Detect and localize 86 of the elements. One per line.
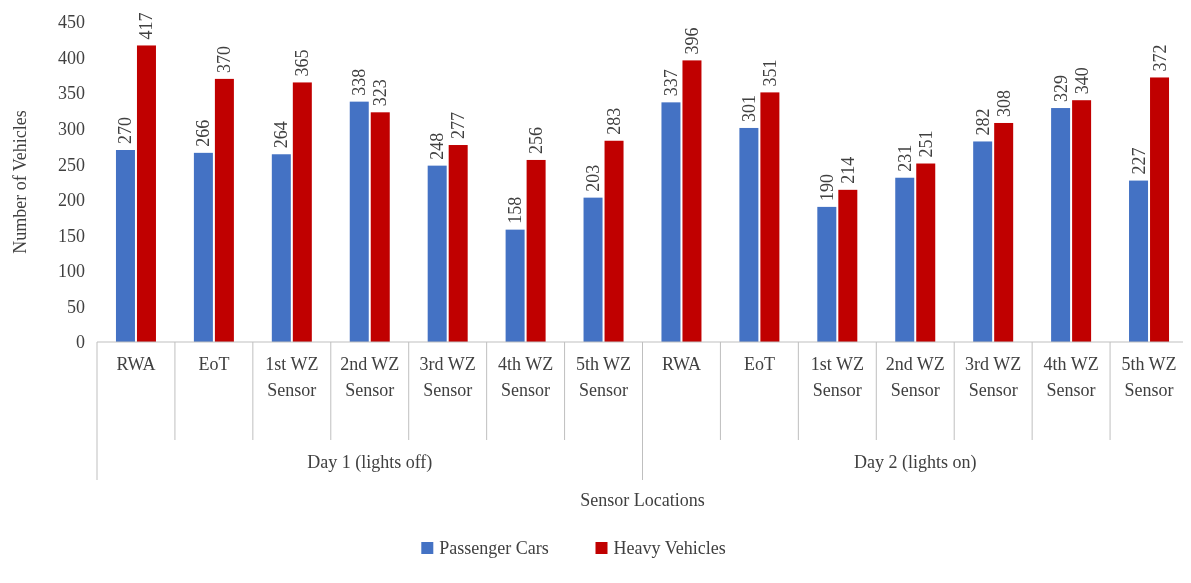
x-tick-label: EoT [743,354,775,374]
data-label: 323 [370,79,391,107]
bar [1051,108,1071,342]
bar [916,163,936,342]
y-tick-label: 100 [58,261,85,282]
y-tick-label: 0 [76,332,85,353]
legend-label: Heavy Vehicles [613,538,726,559]
data-label: 417 [136,12,157,40]
data-label: 396 [681,27,702,55]
data-label: 227 [1128,147,1149,175]
bar [895,177,915,342]
bar [994,122,1014,342]
data-label: 283 [604,107,625,135]
x-axis-title: Sensor Locations [580,490,705,510]
data-label: 256 [526,126,547,154]
y-axis-title: Number of Vehicles [10,110,30,254]
y-tick-label: 200 [58,190,85,211]
bar [292,82,312,342]
y-tick-label: 450 [58,12,85,33]
bar [271,154,291,342]
bar [193,152,213,342]
text: Day 1 (lights off) [307,452,433,473]
x-tick-label: 4th WZ Sensor [498,354,554,400]
data-label: 248 [427,132,448,160]
bar [682,60,702,342]
x-tick-label: 5th WZ Sensor [575,354,632,400]
bar [1129,180,1149,342]
bar [427,165,447,342]
x-tick-label: RWA [116,354,156,374]
x-tick-label: 5th WZ Sensor [1121,354,1177,400]
x-tick-label: 3rd WZ Sensor [419,354,476,400]
bar [349,101,369,342]
data-label: 351 [759,59,780,87]
bar [505,229,525,342]
data-label: 231 [894,144,915,172]
data-label: 214 [837,156,858,184]
data-label: 158 [505,196,526,224]
data-label: 190 [816,173,837,201]
y-tick-label: 250 [58,154,85,175]
legend-label: Passenger Cars [439,538,549,559]
data-label: 308 [993,89,1014,117]
bar [136,45,156,342]
bar [370,112,390,342]
y-tick-label: 400 [58,47,85,68]
x-tick-label: 3rd WZ Sensor [965,354,1022,400]
x-tick-label: 2nd WZ Sensor [885,354,945,400]
bar [661,102,681,342]
x-tick-label: 4th WZ Sensor [1043,354,1099,400]
x-tick-label: 2nd WZ Sensor [340,354,400,400]
data-label: 301 [738,94,759,122]
text: Day 2 (lights on) [854,452,977,473]
bar [739,127,759,342]
bar [817,206,837,342]
x-tick-label: EoT [198,354,230,374]
x-tick-label: RWA [661,354,701,374]
bar [1150,77,1170,342]
data-label: 338 [349,68,370,96]
y-tick-label: 150 [58,225,85,246]
bar [583,197,603,342]
bar [604,140,624,342]
data-label: 266 [193,119,214,147]
data-label: 337 [660,69,681,97]
bar [115,150,135,342]
bar [760,92,780,342]
data-label: 365 [292,49,313,77]
data-label: 372 [1149,44,1170,72]
data-label: 203 [583,164,604,192]
data-label: 282 [972,108,993,136]
data-label: 277 [448,112,469,140]
data-label: 370 [214,45,235,73]
data-label: 329 [1050,75,1071,103]
x-tick-label: 1st WZ Sensor [265,354,319,400]
bar [448,145,468,342]
bar [526,159,546,342]
data-label: 251 [915,130,936,158]
bar [973,141,993,342]
y-tick-label: 50 [67,296,85,317]
x-tick-label: 1st WZ Sensor [810,354,864,400]
bar [838,189,858,342]
data-label: 340 [1071,67,1092,95]
y-tick-label: 350 [58,83,85,104]
data-label: 264 [271,121,292,149]
y-tick-label: 300 [58,118,85,139]
data-label: 270 [115,117,136,144]
bar [1072,100,1092,342]
bar [214,78,234,342]
